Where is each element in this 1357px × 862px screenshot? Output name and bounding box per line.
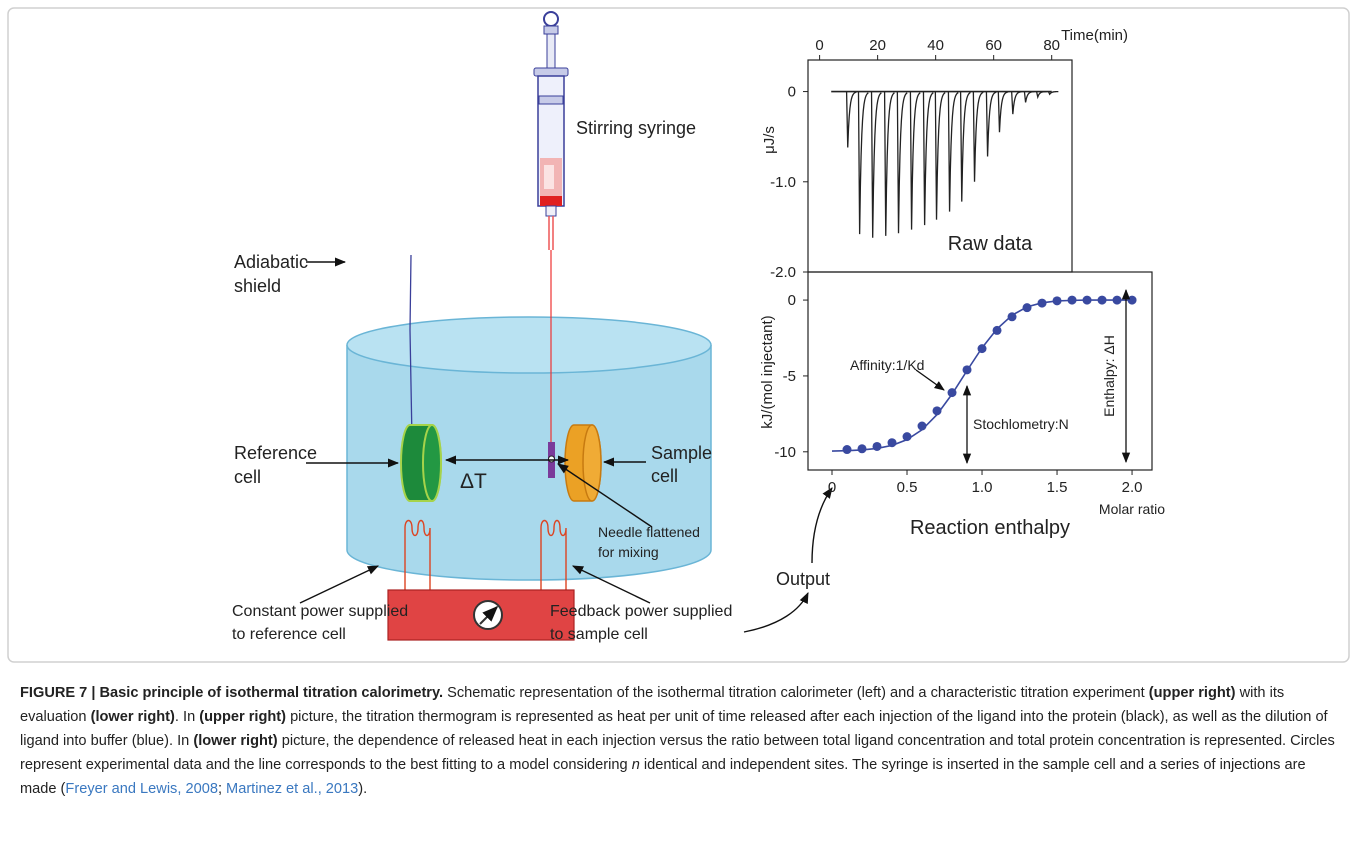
data-point — [1068, 296, 1077, 305]
shield-label: shield — [234, 276, 281, 296]
caption-italic: n — [632, 757, 640, 773]
caption-text: ). — [358, 781, 367, 797]
chart-title: Raw data — [948, 233, 1033, 255]
data-point — [918, 422, 927, 431]
data-point — [948, 388, 957, 397]
y-axis-label: kJ/(mol injectant) — [759, 315, 776, 428]
y-tick-label: -5 — [783, 368, 796, 385]
data-point — [1098, 296, 1107, 305]
data-point — [1008, 312, 1017, 321]
data-point — [1023, 303, 1032, 312]
charts: 0 20 40 60 80 0 -1.0 -2.0 Raw data Time(min) μJ/s 0… — [759, 27, 1165, 539]
data-point — [933, 406, 942, 415]
power-unit — [388, 590, 574, 640]
injection-peak — [923, 92, 933, 226]
caption: FIGURE 7 | Basic principle of isothermal… — [20, 681, 1338, 801]
injection-peak — [1037, 92, 1047, 97]
injection-peak — [847, 92, 857, 148]
x-tick-label: 1.5 — [1047, 479, 1068, 496]
page: {"diagram": { "syringe_label": "Stirring… — [0, 0, 1357, 862]
shield-label: Adiabatic — [234, 252, 308, 272]
injection-peak — [872, 92, 882, 238]
x-axis-label: Molar ratio — [1099, 501, 1165, 517]
injection-peak — [897, 92, 907, 234]
reference-label: cell — [234, 467, 261, 487]
data-point — [888, 438, 897, 447]
data-point — [1038, 299, 1047, 308]
data-point — [873, 442, 882, 451]
data-point — [903, 432, 912, 441]
reference-label: Reference — [234, 443, 317, 463]
x-tick-label: 20 — [869, 37, 886, 54]
x-tick-label: 80 — [1043, 37, 1060, 54]
syringe — [534, 12, 568, 250]
injection-peak — [998, 92, 1008, 133]
caption-title: FIGURE 7 | Basic principle of isothermal… — [20, 685, 443, 701]
annotation: Affinity:1/Kd — [850, 357, 924, 373]
data-point — [1128, 296, 1137, 305]
injection-peak — [910, 92, 920, 230]
data-point — [1053, 296, 1062, 305]
x-tick-label: 0.5 — [897, 479, 918, 496]
injection-peak — [858, 92, 868, 235]
caption-text: ; — [218, 781, 226, 797]
data-point — [1083, 296, 1092, 305]
injection-peak — [948, 92, 958, 212]
annotation-arrow — [916, 370, 944, 390]
caption-emphasis: (upper right) — [199, 709, 286, 725]
y-tick-label: -2.0 — [770, 264, 796, 281]
caption-emphasis: (lower right) — [193, 733, 277, 749]
injection-peak — [973, 92, 983, 182]
caption-reference[interactable]: Freyer and Lewis, 2008 — [65, 781, 218, 797]
data-point — [843, 445, 852, 454]
x-tick-label: 0 — [828, 479, 836, 496]
data-point — [963, 365, 972, 374]
data-point — [993, 326, 1002, 335]
figure: Stirring syringe Adiabatic shield Refere… — [0, 0, 1357, 672]
y-tick-label: -10 — [774, 444, 796, 461]
caption-emphasis: (upper right) — [1149, 685, 1236, 701]
x-tick-label: 60 — [985, 37, 1002, 54]
feedback-power-label: Feedback power supplied — [550, 603, 732, 620]
data-point — [1113, 296, 1122, 305]
data-point — [858, 444, 867, 453]
reference-cell — [401, 425, 441, 501]
x-tick-label: 0 — [815, 37, 823, 54]
sample-label: Sample — [651, 443, 712, 463]
x-tick-label: 1.0 — [972, 479, 993, 496]
chart-title: Reaction enthalpy — [910, 517, 1070, 539]
injection-peak — [1012, 92, 1022, 115]
caption-text: . In — [175, 709, 199, 725]
x-axis-label: Time(min) — [1061, 27, 1128, 44]
caption-emphasis: (lower right) — [91, 709, 175, 725]
x-tick-label: 2.0 — [1122, 479, 1143, 496]
y-axis-label: μJ/s — [761, 126, 778, 154]
delta-t-label: ΔT — [460, 470, 487, 493]
injection-peak — [1024, 92, 1034, 103]
sample-label: cell — [651, 466, 678, 486]
caption-text: Schematic representation of the isotherm… — [443, 685, 1149, 701]
y-tick-label: 0 — [788, 292, 796, 309]
constant-power-label: to reference cell — [232, 626, 346, 643]
injection-peak — [935, 92, 945, 220]
injection-peak — [961, 92, 971, 202]
syringe-label: Stirring syringe — [576, 118, 696, 138]
injection-peak — [986, 92, 996, 157]
constant-power-label: Constant power supplied — [232, 603, 408, 620]
needle-label: Needle flattened — [598, 524, 700, 540]
injection-peak — [885, 92, 895, 236]
data-point — [978, 344, 987, 353]
y-tick-label: 0 — [788, 84, 796, 101]
annotation: Enthalpy: ΔH — [1101, 335, 1117, 417]
feedback-power-label: to sample cell — [550, 626, 648, 643]
y-tick-label: -1.0 — [770, 174, 796, 191]
needle-label: for mixing — [598, 544, 659, 560]
x-tick-label: 40 — [927, 37, 944, 54]
caption-reference[interactable]: Martinez et al., 2013 — [226, 781, 358, 797]
output-label: Output — [776, 569, 830, 589]
annotation: Stochlometry:N — [973, 416, 1069, 432]
